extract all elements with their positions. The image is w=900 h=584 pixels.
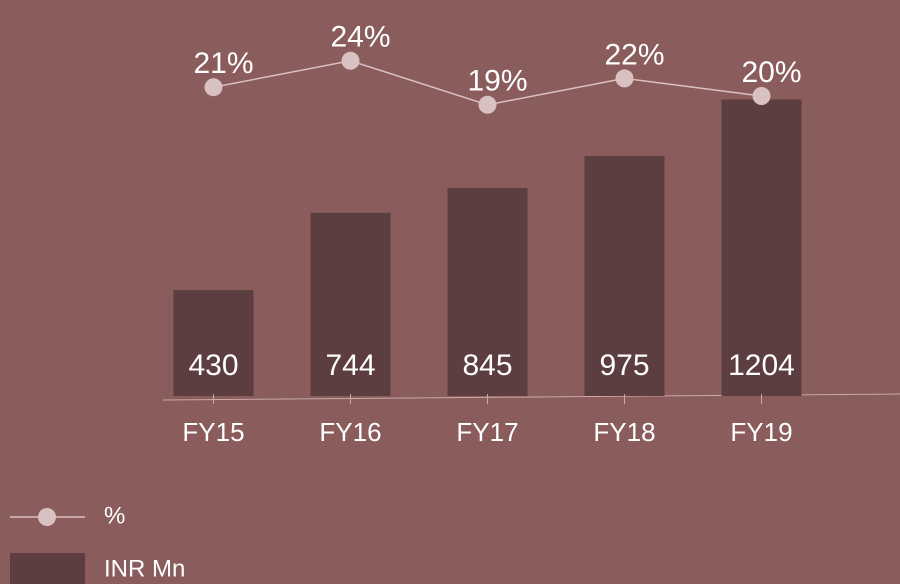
line-marker xyxy=(341,51,360,70)
bar xyxy=(310,212,391,396)
line-value-label: 24% xyxy=(330,21,390,54)
line-value-label: 22% xyxy=(604,38,664,71)
bar-value-label: 430 xyxy=(188,349,238,382)
bar-value-label: 1204 xyxy=(728,349,795,382)
bar-value-label: 975 xyxy=(599,349,649,382)
legend-marker xyxy=(38,508,56,526)
x-tick-label: FY18 xyxy=(593,417,655,447)
x-tick-label: FY19 xyxy=(730,417,792,447)
line-value-label: 20% xyxy=(741,56,801,89)
bar-value-label: 845 xyxy=(462,349,512,382)
line-marker xyxy=(478,95,497,114)
bar xyxy=(584,155,665,396)
x-tick-label: FY17 xyxy=(456,417,518,447)
legend-swatch xyxy=(10,553,85,584)
line-marker xyxy=(615,69,634,88)
line-marker xyxy=(204,78,223,97)
legend-label: % xyxy=(104,502,125,529)
bar xyxy=(447,187,528,396)
line-value-label: 19% xyxy=(467,65,527,98)
legend-label: INR Mn xyxy=(104,555,185,582)
bar xyxy=(721,99,802,396)
line-marker xyxy=(752,87,771,105)
x-tick-label: FY16 xyxy=(319,417,381,447)
bar xyxy=(173,290,254,396)
x-tick-label: FY15 xyxy=(182,417,244,447)
line-value-label: 21% xyxy=(193,47,253,80)
bar-value-label: 744 xyxy=(325,349,375,382)
